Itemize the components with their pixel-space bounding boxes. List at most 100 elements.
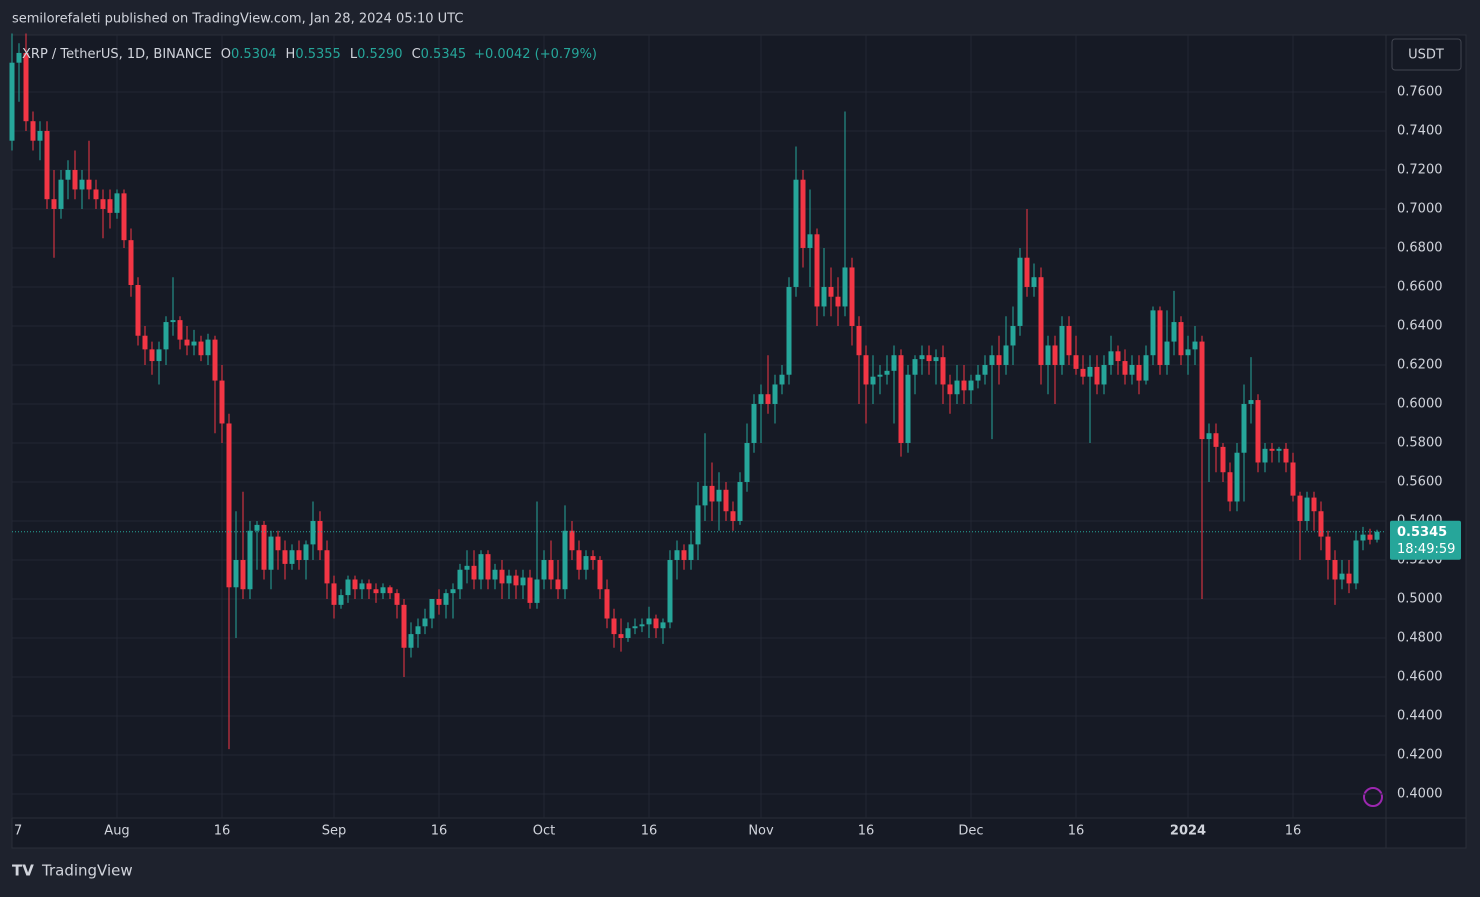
candle-body xyxy=(611,618,617,635)
candle-body xyxy=(772,384,778,404)
candle-body xyxy=(1031,277,1037,287)
candle-body xyxy=(982,364,988,375)
candle-body xyxy=(401,604,407,648)
candle-body xyxy=(744,442,750,482)
candle-body xyxy=(870,376,876,385)
candle-body xyxy=(338,595,344,605)
candle-body xyxy=(387,587,393,594)
candle-body xyxy=(464,565,470,570)
candle-body xyxy=(597,559,603,590)
candle-body xyxy=(289,550,295,564)
candle-body xyxy=(688,544,694,560)
x-tick-label: 16 xyxy=(431,824,448,839)
candle-body xyxy=(422,618,428,627)
candle-body xyxy=(590,556,596,560)
candle-body xyxy=(786,286,792,375)
candle-body xyxy=(1129,364,1135,375)
last-price-label: 0.5345 xyxy=(1397,525,1447,540)
icon[interactable] xyxy=(1363,787,1383,807)
candle-body xyxy=(1010,325,1016,346)
candle-body xyxy=(1367,534,1373,540)
candle-body xyxy=(30,121,36,141)
candle-body xyxy=(905,374,911,443)
y-tick-label: 0.6800 xyxy=(1397,240,1443,255)
candle-body xyxy=(128,240,134,286)
candle-body xyxy=(149,349,155,362)
candle-body xyxy=(429,598,435,619)
candle-body xyxy=(695,505,701,545)
candle-body xyxy=(1220,446,1226,473)
y-tick-label: 0.7400 xyxy=(1397,123,1443,138)
candle-body xyxy=(849,267,855,326)
candle-body xyxy=(198,341,204,356)
currency-button[interactable] xyxy=(1391,38,1462,71)
candle-body xyxy=(548,559,554,580)
candle-body xyxy=(877,374,883,377)
candle-body xyxy=(1052,345,1058,365)
footer-brand[interactable]: TradingView xyxy=(41,862,133,880)
candle-body xyxy=(1087,366,1093,377)
candle-body xyxy=(856,325,862,356)
candle-body xyxy=(1227,472,1233,502)
candle-body xyxy=(415,626,421,635)
y-tick-label: 0.5000 xyxy=(1397,591,1443,606)
candle-body xyxy=(1143,355,1149,381)
candle-body xyxy=(9,62,15,141)
candle-body xyxy=(814,234,820,307)
candle-body xyxy=(1024,257,1030,287)
plot-frame xyxy=(11,34,1467,849)
candle-body xyxy=(527,577,533,603)
candle-body xyxy=(135,285,141,336)
candle-body xyxy=(177,320,183,340)
candle-body xyxy=(1059,325,1065,365)
candle-body xyxy=(457,569,463,590)
candle-body xyxy=(996,355,1002,365)
candle-body xyxy=(296,550,302,560)
x-tick-label: 7 xyxy=(14,824,22,839)
candle-body xyxy=(1332,559,1338,580)
candle-body xyxy=(947,384,953,395)
candle-body xyxy=(1248,400,1254,404)
countdown-label: 18:49:59 xyxy=(1397,542,1455,557)
candle-body xyxy=(233,559,239,588)
candle-body xyxy=(205,339,211,356)
candle-body xyxy=(51,199,57,209)
x-tick-label: 16 xyxy=(641,824,658,839)
x-tick-label: Oct xyxy=(533,824,555,839)
x-tick-label: Dec xyxy=(958,824,983,839)
candle-body xyxy=(1122,361,1128,375)
candle-body xyxy=(730,511,736,521)
candle-body xyxy=(1073,355,1079,369)
candle-body xyxy=(408,634,414,648)
candle-body xyxy=(331,583,337,605)
candle-body xyxy=(751,403,757,443)
legend-key: H xyxy=(286,47,296,62)
candle-body xyxy=(471,565,477,580)
legend-title: XRP / TetherUS, 1D, BINANCE xyxy=(22,47,212,62)
candle-body xyxy=(1206,433,1212,440)
candle-body xyxy=(863,355,869,385)
candle-body xyxy=(828,286,834,297)
candle-body xyxy=(800,179,806,248)
y-tick-label: 0.7000 xyxy=(1397,201,1443,216)
candle-body xyxy=(226,423,232,588)
candle-body xyxy=(1241,403,1247,453)
candle-body xyxy=(373,589,379,594)
candle-body xyxy=(646,618,652,625)
candle-body xyxy=(954,380,960,395)
candle-body xyxy=(1150,310,1156,356)
candle-body xyxy=(1290,462,1296,496)
candle-body xyxy=(499,569,505,584)
candle-body xyxy=(303,544,309,560)
currency-label[interactable]: USDT xyxy=(1408,48,1444,63)
candle-body xyxy=(1304,497,1310,521)
candle-body xyxy=(79,179,85,190)
candle-body xyxy=(114,193,120,213)
y-tick-label: 0.6200 xyxy=(1397,357,1443,372)
candles xyxy=(9,33,1380,750)
candle-body xyxy=(1003,345,1009,365)
x-tick-label: Sep xyxy=(322,824,347,839)
legend-value: 0.5355 xyxy=(295,47,341,62)
candle-body xyxy=(660,622,666,629)
